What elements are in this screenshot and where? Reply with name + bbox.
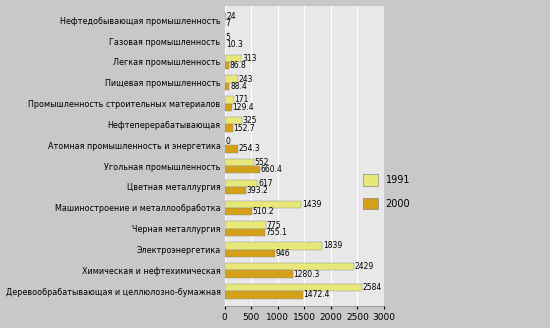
Text: 552: 552 <box>255 158 269 167</box>
Bar <box>225 291 303 298</box>
Text: 393.2: 393.2 <box>246 186 268 195</box>
Text: 775: 775 <box>267 220 281 230</box>
Text: 152.7: 152.7 <box>233 124 255 133</box>
Text: 7: 7 <box>226 19 230 28</box>
Text: 86.8: 86.8 <box>230 61 247 70</box>
Text: 88.4: 88.4 <box>230 82 247 91</box>
Text: 617: 617 <box>258 179 273 188</box>
Text: 946: 946 <box>276 249 290 258</box>
Bar <box>225 263 354 270</box>
Bar <box>225 117 242 124</box>
Bar <box>225 284 362 291</box>
Bar <box>225 54 241 62</box>
Text: 313: 313 <box>242 54 256 63</box>
Text: 10.3: 10.3 <box>226 40 243 49</box>
Bar <box>225 242 322 250</box>
Text: 129.4: 129.4 <box>232 103 254 112</box>
Bar <box>225 180 257 187</box>
Text: 1839: 1839 <box>323 241 342 250</box>
Bar <box>225 166 260 174</box>
Text: 2584: 2584 <box>362 283 382 292</box>
Bar <box>225 62 229 69</box>
Text: 325: 325 <box>243 116 257 125</box>
Text: 0: 0 <box>226 137 230 146</box>
Text: 1280.3: 1280.3 <box>293 270 320 278</box>
Text: 755.1: 755.1 <box>266 228 287 237</box>
Bar <box>225 96 234 104</box>
Bar <box>225 221 266 229</box>
Text: 24: 24 <box>227 12 236 21</box>
Text: 2429: 2429 <box>354 262 373 271</box>
Bar <box>225 159 254 166</box>
Text: 660.4: 660.4 <box>261 165 282 174</box>
Text: 5: 5 <box>226 33 230 42</box>
Text: 243: 243 <box>238 74 253 84</box>
Bar <box>225 75 238 83</box>
Bar <box>225 124 233 132</box>
Bar <box>225 145 238 153</box>
Text: 254.3: 254.3 <box>239 144 261 154</box>
Bar <box>225 208 252 215</box>
Text: 1439: 1439 <box>302 200 321 209</box>
Legend: 1991, 2000: 1991, 2000 <box>360 170 414 213</box>
Bar <box>225 83 229 90</box>
Bar <box>225 229 265 236</box>
Text: 1472.4: 1472.4 <box>304 290 330 299</box>
Bar <box>225 270 293 278</box>
Bar <box>225 104 232 111</box>
Bar <box>225 200 301 208</box>
Bar <box>225 250 275 257</box>
Bar <box>225 187 246 194</box>
Bar <box>225 13 226 20</box>
Text: 510.2: 510.2 <box>252 207 274 216</box>
Text: 171: 171 <box>234 95 249 104</box>
